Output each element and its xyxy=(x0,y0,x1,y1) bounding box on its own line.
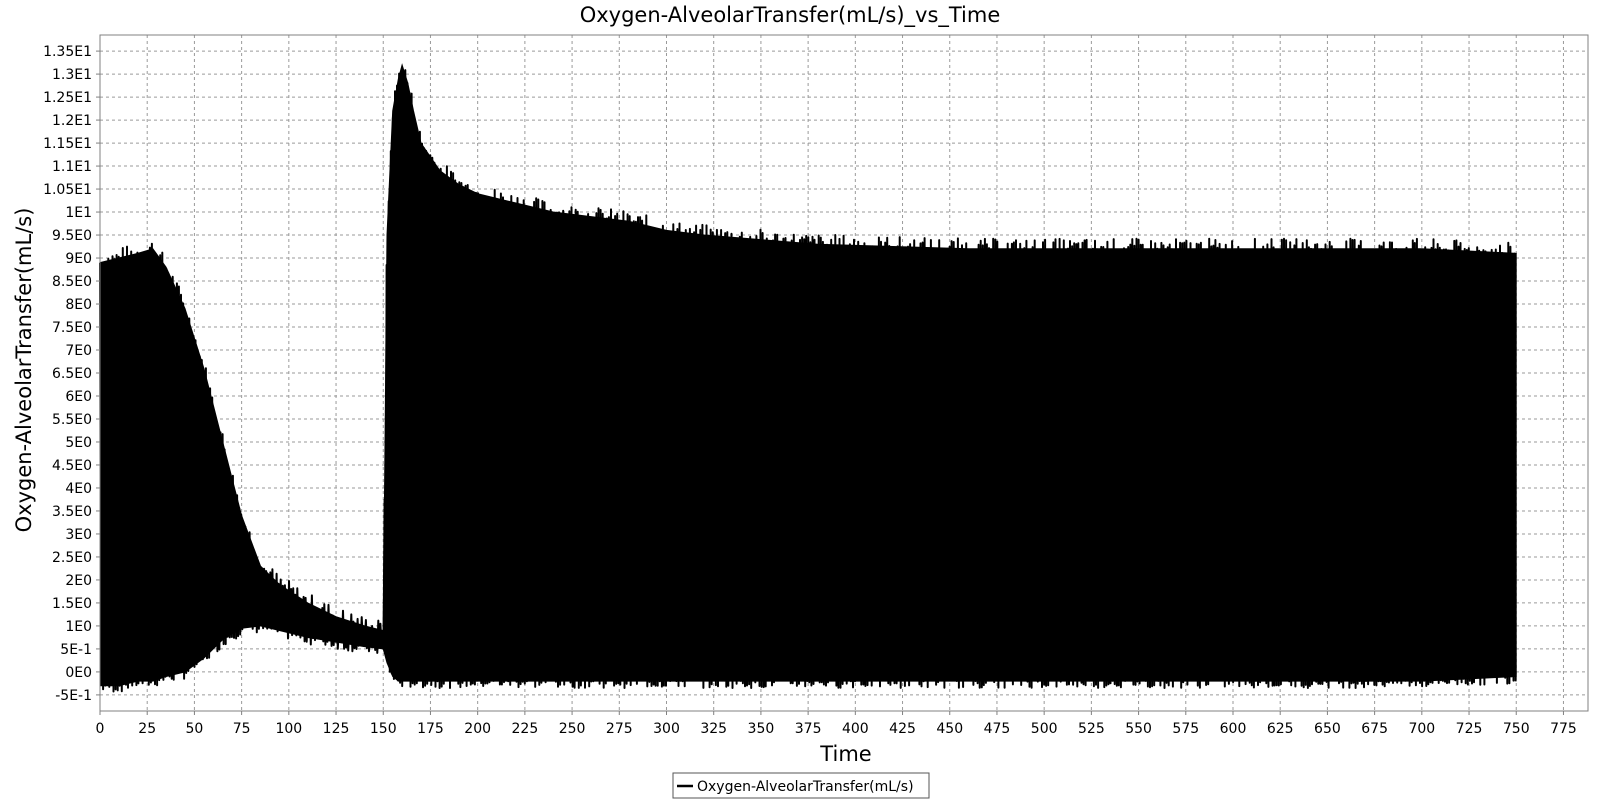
y-tick-label: 3E0 xyxy=(65,527,92,543)
x-tick-label: 75 xyxy=(233,721,251,737)
y-tick-label: 1.5E0 xyxy=(52,596,92,612)
y-tick-label: 5E-1 xyxy=(60,642,92,658)
y-tick-label: 5E0 xyxy=(65,435,92,451)
x-tick-label: 700 xyxy=(1408,721,1435,737)
x-tick-label: 300 xyxy=(653,721,680,737)
y-tick-label: 1.2E1 xyxy=(52,113,92,129)
y-tick-label: 2E0 xyxy=(65,573,92,589)
y-tick-label: 1.15E1 xyxy=(43,136,92,152)
x-tick-label: 750 xyxy=(1503,721,1530,737)
y-tick-label: 8.5E0 xyxy=(52,274,92,290)
y-tick-label: 4E0 xyxy=(65,481,92,497)
y-tick-label: 6.5E0 xyxy=(52,366,92,382)
y-tick-label: 1.35E1 xyxy=(43,44,92,60)
y-tick-label: 1.05E1 xyxy=(43,182,92,198)
x-tick-label: 600 xyxy=(1220,721,1247,737)
y-tick-label: 1E0 xyxy=(65,619,92,635)
x-tick-label: 0 xyxy=(96,721,105,737)
series-line xyxy=(99,69,1517,693)
y-axis: -5E-1 0E0 5E-1 1E0 1.5E0 2E0 2.5E0 3E0 3.5E0 4E0 4… xyxy=(43,44,100,704)
y-tick-label: 9.5E0 xyxy=(52,228,92,244)
x-tick-label: 550 xyxy=(1125,721,1152,737)
x-tick-label: 500 xyxy=(1031,721,1058,737)
x-tick-label: 150 xyxy=(370,721,397,737)
y-tick-label: 7.5E0 xyxy=(52,320,92,336)
x-tick-label: 125 xyxy=(323,721,350,737)
x-tick-label: 250 xyxy=(559,721,586,737)
y-tick-label: 0E0 xyxy=(65,665,92,681)
x-tick-label: 425 xyxy=(889,721,916,737)
y-tick-label: 1E1 xyxy=(65,205,92,221)
x-tick-label: 350 xyxy=(748,721,775,737)
x-tick-label: 475 xyxy=(984,721,1011,737)
y-tick-label: 8E0 xyxy=(65,297,92,313)
x-tick-label: 50 xyxy=(186,721,204,737)
x-tick-label: 325 xyxy=(700,721,727,737)
chart-title: Oxygen-AlveolarTransfer(mL/s)_vs_Time xyxy=(580,3,1001,28)
x-tick-label: 375 xyxy=(795,721,822,737)
x-tick-label: 625 xyxy=(1267,721,1294,737)
y-axis-label: Oxygen-AlveolarTransfer(mL/s) xyxy=(12,208,36,533)
y-tick-label: 4.5E0 xyxy=(52,458,92,474)
x-tick-label: 225 xyxy=(512,721,539,737)
x-tick-label: 200 xyxy=(464,721,491,737)
x-tick-label: 775 xyxy=(1550,721,1577,737)
legend: Oxygen-AlveolarTransfer(mL/s) xyxy=(672,772,930,799)
y-tick-label: 1.25E1 xyxy=(43,90,92,106)
x-tick-label: 100 xyxy=(275,721,302,737)
x-tick-label: 650 xyxy=(1314,721,1341,737)
legend-box xyxy=(672,772,930,799)
x-tick-label: 525 xyxy=(1078,721,1105,737)
series-layer xyxy=(99,63,1517,693)
y-tick-label: 3.5E0 xyxy=(52,504,92,520)
x-axis: 0 25 50 75 100 125 150 175 200 225 250 275 300 325 350… xyxy=(96,711,1577,737)
y-tick-label: 7E0 xyxy=(65,343,92,359)
x-tick-label: 450 xyxy=(936,721,963,737)
y-tick-label: 2.5E0 xyxy=(52,550,92,566)
legend-label: Oxygen-AlveolarTransfer(mL/s) xyxy=(697,779,914,795)
y-tick-label: 5.5E0 xyxy=(52,412,92,428)
x-tick-label: 575 xyxy=(1172,721,1199,737)
x-tick-label: 725 xyxy=(1456,721,1483,737)
y-tick-label: 1.3E1 xyxy=(52,67,92,83)
x-tick-label: 400 xyxy=(842,721,869,737)
x-axis-label: Time xyxy=(819,742,871,766)
x-tick-label: 275 xyxy=(606,721,633,737)
x-tick-label: 25 xyxy=(138,721,156,737)
y-tick-label: -5E-1 xyxy=(55,688,92,704)
y-tick-label: 9E0 xyxy=(65,251,92,267)
x-tick-label: 675 xyxy=(1361,721,1388,737)
x-tick-label: 175 xyxy=(417,721,444,737)
y-tick-label: 1.1E1 xyxy=(52,159,92,175)
y-tick-label: 6E0 xyxy=(65,389,92,405)
